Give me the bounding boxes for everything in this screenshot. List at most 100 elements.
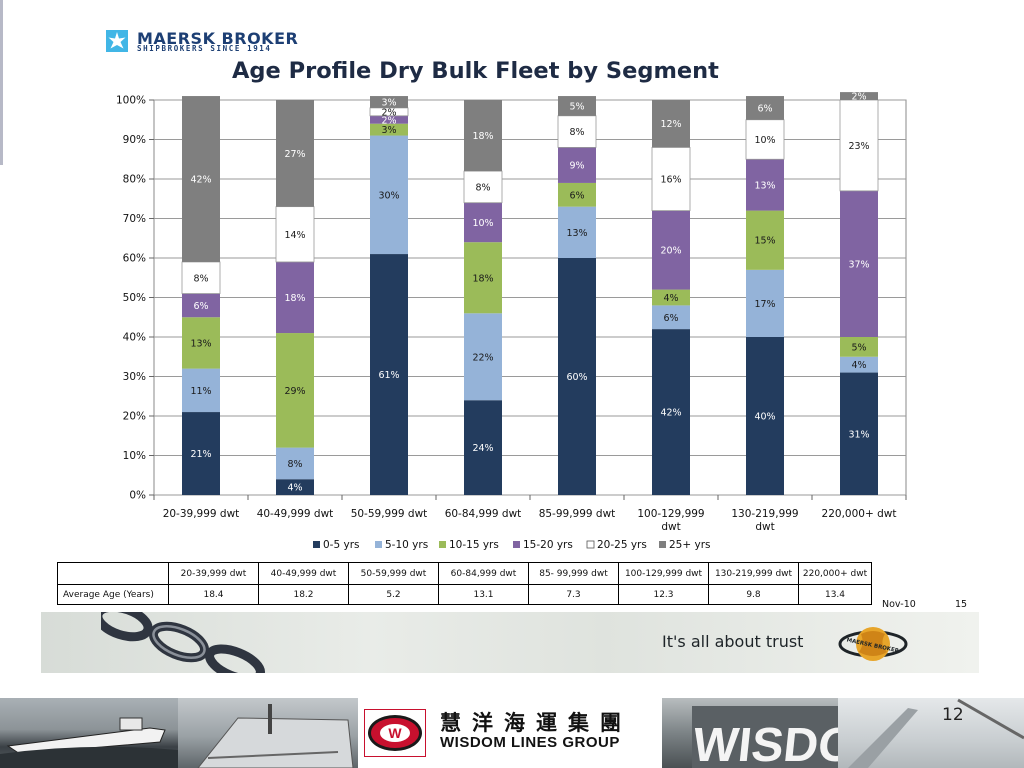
bar-segment — [652, 100, 690, 148]
table-cell: 12.3 — [618, 584, 709, 605]
table-cell: 13.4 — [798, 584, 872, 605]
x-tick-label: dwt — [755, 521, 774, 533]
x-tick-label: 60-84,999 dwt — [445, 508, 522, 520]
table-cell: 18.4 — [168, 584, 259, 605]
chart-bars: 21% 11% 13% 6% 8% 42% 4% 8% 29% 18% 14% 27% 61% 30% 3%… — [181, 92, 879, 495]
y-tick-label: 30% — [123, 371, 146, 383]
data-label: 14% — [284, 230, 305, 241]
data-label: 8% — [287, 459, 302, 470]
legend-swatch — [313, 541, 320, 548]
data-label: 8% — [475, 182, 490, 193]
bar-segment — [746, 269, 784, 337]
table-corner-cell — [57, 562, 169, 585]
data-label: 11% — [190, 386, 211, 397]
y-tick-label: 70% — [123, 213, 146, 225]
data-label: 4% — [287, 483, 302, 494]
data-label: 18% — [472, 273, 493, 284]
bar-segment — [839, 99, 879, 192]
data-label: 21% — [190, 449, 211, 460]
bar-segment — [746, 337, 784, 495]
data-label: 2% — [381, 107, 396, 118]
bar-segment — [370, 115, 408, 124]
bar-segment — [464, 100, 502, 172]
data-label: 23% — [848, 141, 869, 152]
bar-segment — [276, 479, 314, 495]
data-label: 60% — [566, 372, 587, 383]
bar-segment — [558, 182, 596, 207]
legend-label: 5-10 yrs — [385, 539, 428, 551]
data-label: 8% — [569, 127, 584, 138]
brand-tagline: SHIPBROKERS SINCE 1914 — [137, 44, 272, 53]
data-label: 13% — [754, 180, 775, 191]
y-tick-label: 60% — [123, 253, 146, 265]
data-label: 10% — [472, 218, 493, 229]
table-cell: 13.1 — [438, 584, 529, 605]
wisdom-lines-logo: W 慧洋海運集團 WISDOM LINES GROUP — [358, 699, 662, 768]
x-tick-label: 220,000+ dwt — [822, 508, 897, 520]
legend-swatch — [439, 541, 446, 548]
bar-segment — [558, 206, 596, 258]
legend-label: 0-5 yrs — [323, 539, 360, 551]
data-label: 5% — [851, 342, 866, 353]
seven-point-star-icon — [106, 30, 128, 52]
data-label: 20% — [660, 246, 681, 257]
bar-segment — [558, 258, 596, 495]
x-tick-label: 130-219,999 — [731, 508, 798, 520]
y-tick-label: 80% — [123, 174, 146, 186]
bar-segment — [182, 96, 220, 262]
bar-segment — [464, 400, 502, 495]
trust-banner: It's all about trust MAERSK BROKER — [41, 612, 979, 673]
bar-segment — [182, 368, 220, 413]
port-photo — [838, 698, 1024, 768]
hull-name-text: WISDOM — [690, 718, 838, 768]
bar-segment — [652, 329, 690, 495]
hull-photo: WISDOM — [662, 698, 838, 768]
bar-segment — [370, 96, 408, 108]
data-label: 6% — [757, 103, 772, 114]
data-label: 42% — [660, 408, 681, 419]
table-header-cell: 220,000+ dwt — [798, 562, 872, 585]
age-profile-chart: 21% 11% 13% 6% 8% 42% 4% 8% 29% 18% 14% 27% 61% 30% 3%… — [116, 92, 907, 551]
bar-segment — [276, 100, 314, 207]
company-name-chinese: 慧洋海運集團 — [440, 710, 632, 735]
data-label: 16% — [660, 175, 681, 186]
data-label: 6% — [193, 301, 208, 312]
y-tick-label: 90% — [123, 134, 146, 146]
table-header-cell: 100-129,999 dwt — [618, 562, 709, 585]
bar-segment — [746, 210, 784, 270]
source-page-note: 15 — [955, 599, 968, 610]
table-cell: 5.2 — [348, 584, 439, 605]
data-label: 2% — [851, 92, 866, 103]
legend-label: 15-20 yrs — [523, 539, 573, 551]
data-label: 17% — [754, 299, 775, 310]
x-tick-label: dwt — [661, 521, 680, 533]
banner-tagline: It's all about trust — [662, 632, 804, 651]
left-edge-rule — [0, 0, 3, 165]
data-label: 13% — [190, 338, 211, 349]
data-label: 37% — [848, 259, 869, 270]
wisdom-w-badge-icon: W — [364, 709, 426, 757]
bar-segment — [652, 305, 690, 330]
company-name-english: WISDOM LINES GROUP — [440, 734, 620, 751]
data-label: 24% — [472, 443, 493, 454]
bar-segment — [840, 190, 878, 337]
bar-segment — [651, 146, 691, 211]
bar-segment — [558, 96, 596, 116]
legend-label: 20-25 yrs — [597, 539, 647, 551]
globe-logo-icon: MAERSK BROKER — [838, 627, 908, 661]
data-label: 29% — [284, 386, 305, 397]
bar-segment — [840, 356, 878, 373]
table-cell: 9.8 — [708, 584, 799, 605]
legend-swatch — [586, 540, 595, 549]
bar-segment — [276, 333, 314, 448]
data-label: 30% — [378, 190, 399, 201]
bar-segment — [370, 123, 408, 136]
chart-axes: 0% 10% 20% 30% 40% 50% 60% 70% 80% 90% 100% 20-39,9… — [116, 95, 907, 533]
y-tick-label: 20% — [123, 411, 146, 423]
bar-segment — [652, 289, 690, 306]
data-label: 61% — [378, 370, 399, 381]
bar-segment — [558, 147, 596, 183]
table-header-cell: 130-219,999 dwt — [708, 562, 799, 585]
bar-segment — [463, 170, 503, 204]
chart-grid — [153, 99, 907, 496]
